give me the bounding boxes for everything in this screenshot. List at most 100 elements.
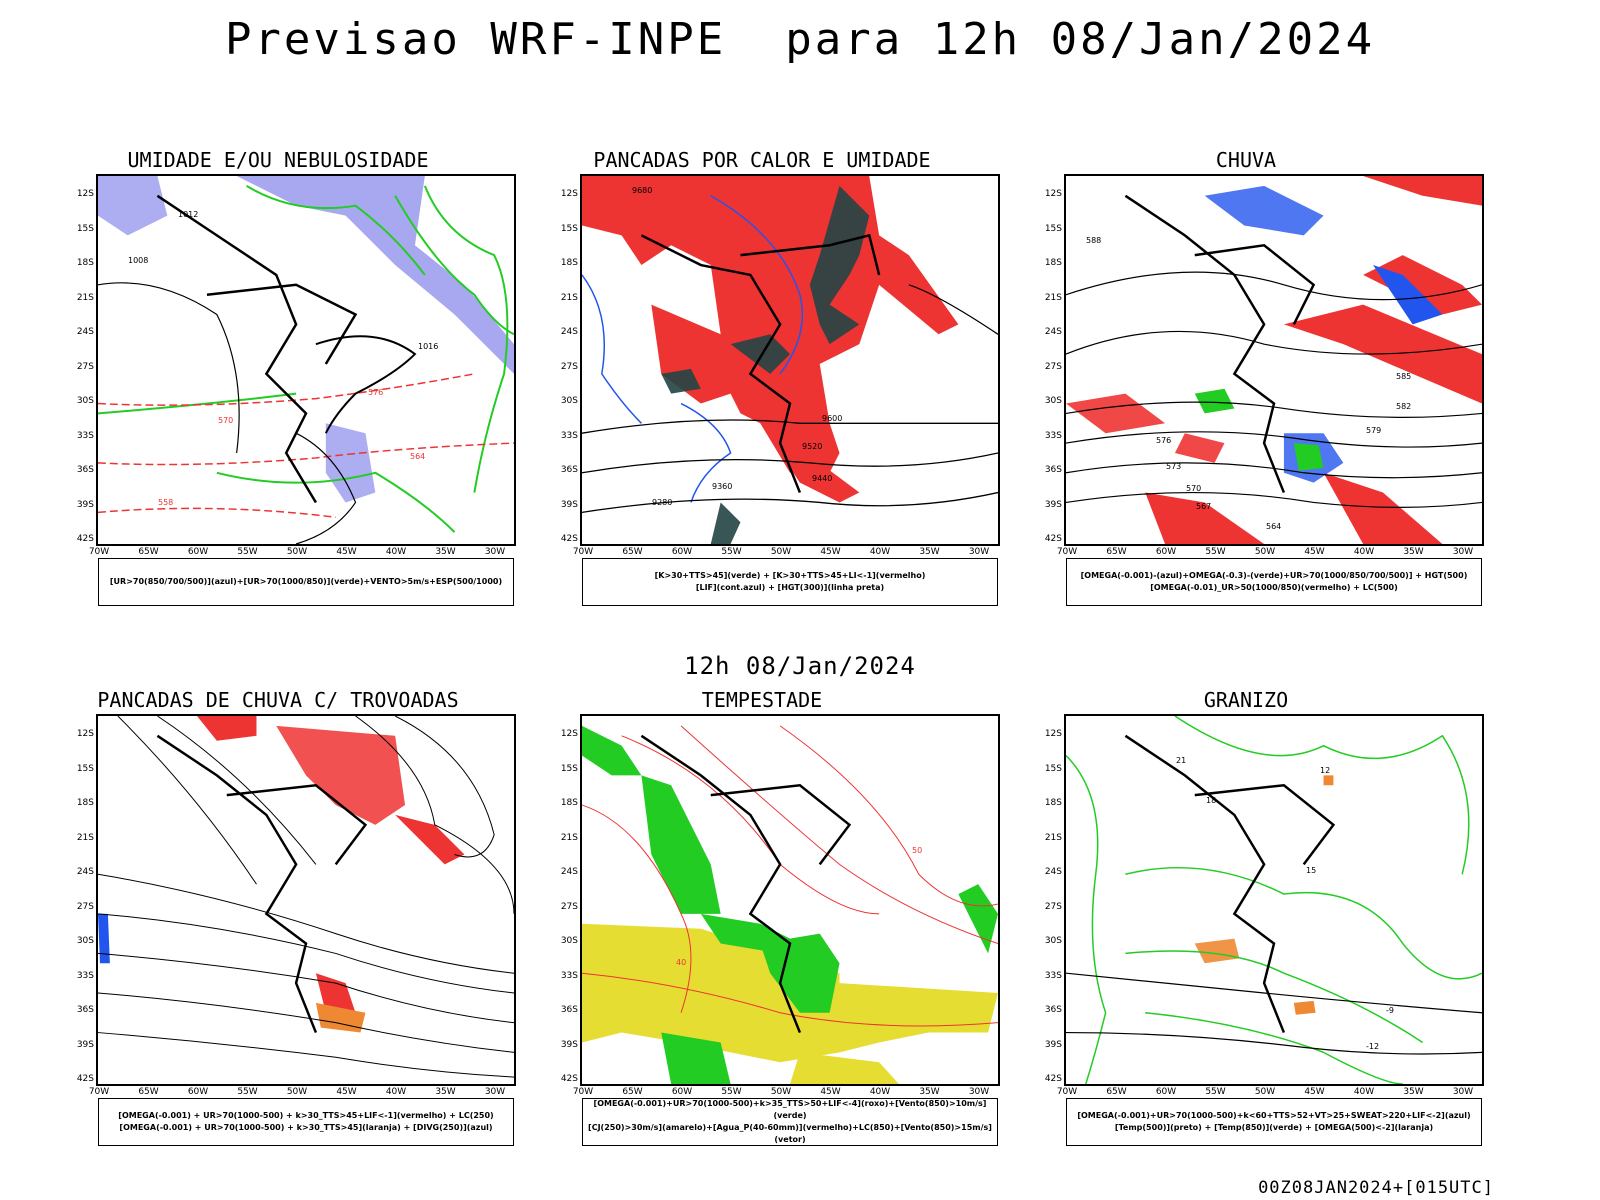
temp-850-contour	[1145, 1012, 1403, 1084]
border-line	[206, 283, 358, 365]
lat-tick-label: 33S	[76, 970, 94, 981]
map-canvas	[582, 725, 998, 1084]
lif-contour	[582, 274, 642, 424]
divergence-region	[98, 913, 110, 964]
lon-tick-label: 30W	[1452, 547, 1474, 557]
lon-tick-label: 60W	[671, 547, 693, 557]
run-stamp: 00Z08JAN2024+[015UTC]	[1258, 1178, 1494, 1198]
contour-label: 558	[158, 498, 174, 507]
legend-box: [OMEGA(-0.001)-(azul)+OMEGA(-0.3)-(verde…	[1066, 558, 1482, 606]
border-line	[640, 234, 802, 494]
lon-tick-label: 50W	[1254, 547, 1276, 557]
lat-tick-label: 27S	[76, 901, 94, 912]
legend-box: [K>30+TTS>45](verde) + [K>30+TTS>45+LI<-…	[582, 558, 998, 606]
map-tempestade[interactable]: 40 50	[580, 714, 1000, 1086]
lat-tick-label: 39S	[76, 1039, 94, 1050]
lat-tick-label: 24S	[76, 867, 94, 877]
streamline	[98, 952, 514, 1024]
contour-label: 9440	[812, 474, 833, 483]
streamline	[394, 716, 495, 858]
lon-tick-label: 35W	[1403, 547, 1424, 557]
omega-strong-region	[1293, 443, 1324, 471]
map-granizo[interactable]: 12 15 18 21 -9 -12	[1064, 714, 1484, 1086]
lon-tick-label: 35W	[919, 1087, 940, 1097]
contour-label: 582	[1396, 402, 1412, 411]
water-contour	[582, 972, 998, 1027]
water-contour	[582, 804, 692, 1013]
map-canvas	[1066, 176, 1482, 544]
lat-tick-label: 24S	[1044, 867, 1062, 877]
lat-tick-label: 33S	[1044, 430, 1062, 441]
lon-tick-label: 70W	[88, 1087, 110, 1097]
map-chuva[interactable]: 588 585 582 579 576 573 570 567 564	[1064, 174, 1484, 546]
panel-title: PANCADAS DE CHUVA C/ TROVOADAS	[97, 688, 459, 712]
lat-tick-label: 27S	[76, 361, 94, 372]
panel-pancadas-calor: PANCADAS POR CALOR E UMIDADE 9680 9600 9…	[532, 148, 1000, 648]
contour-label: 564	[1266, 522, 1282, 531]
lon-tick-label: 65W	[1106, 547, 1127, 557]
omega-500-region	[1194, 938, 1240, 964]
lon-tick-label: 60W	[1155, 1087, 1177, 1097]
hgt-contour	[908, 284, 998, 335]
lat-tick-label: 33S	[1044, 970, 1062, 981]
rain-region	[1066, 393, 1225, 463]
lat-tick-label: 21S	[76, 832, 94, 843]
humidity-low-contour	[98, 392, 297, 415]
lat-tick-label: 12S	[76, 189, 94, 199]
legend-line: [OMEGA(-0.001) + UR>70(1000-500) + k>30_…	[119, 1123, 493, 1132]
streamline	[98, 1032, 514, 1078]
map-pancadas-trovoadas[interactable]	[96, 714, 516, 1086]
map-umidade[interactable]: 1012 1016 1008 576 570 564 558	[96, 174, 516, 546]
wind-region	[582, 725, 642, 776]
streamline	[98, 873, 514, 974]
rain-region	[1363, 255, 1482, 315]
legend-line: [OMEGA(-0.001) + UR>70(1000-500) + k>30_…	[118, 1111, 494, 1120]
lat-tick-label: 36S	[76, 465, 94, 475]
main-title: Previsao WRF-INPE para 12h 08/Jan/2024	[224, 14, 1376, 65]
lat-tick-label: 24S	[1044, 327, 1062, 337]
contour-label: 567	[1196, 502, 1212, 511]
lon-tick-label: 55W	[237, 1087, 258, 1097]
legend-line: [OMEGA(-0.01)_UR>50(1000/850)(vermelho) …	[1150, 583, 1398, 592]
contour-label: 9360	[712, 482, 733, 491]
humidity-upper-region-south	[325, 423, 376, 503]
map-pancadas-calor[interactable]: 9680 9600 9520 9440 9360 9280	[580, 174, 1000, 546]
panel-pancadas-trovoadas: PANCADAS DE CHUVA C/ TROVOADAS [OMEGA(-0…	[48, 688, 516, 1188]
lon-tick-label: 35W	[435, 1087, 456, 1097]
lon-tick-label: 55W	[721, 1087, 742, 1097]
storm-region	[276, 725, 406, 825]
lat-tick-label: 42S	[76, 1074, 94, 1084]
lat-tick-label: 21S	[1044, 292, 1062, 303]
storm-region-moderate	[315, 1002, 366, 1033]
wind-region	[661, 1032, 731, 1084]
legend-line: [Temp(500)](preto) + [Temp(850)](verde) …	[1114, 1123, 1434, 1132]
hgt-contour	[1066, 271, 1482, 301]
lon-tick-label: 35W	[1403, 1087, 1424, 1097]
legend-line: [OMEGA(-0.001)+UR>70(1000-500)+k>35_TTS>…	[593, 1099, 987, 1120]
temp-850-contour	[1066, 755, 1107, 1084]
lat-tick-label: 24S	[560, 867, 578, 877]
jet-region	[790, 1052, 899, 1084]
contour-label: 576	[1156, 436, 1172, 445]
lif-contour	[680, 402, 732, 503]
hgt-contour	[582, 491, 998, 513]
contour-label: 9680	[632, 186, 653, 195]
border-line	[156, 194, 317, 504]
legend-line: [CJ(250)>30m/s](amarelo)+[Agua_P(40-60mm…	[588, 1123, 992, 1144]
panel-title: PANCADAS POR CALOR E UMIDADE	[593, 148, 931, 172]
humidity-low-contour	[423, 185, 509, 493]
temp-850-contour	[1125, 866, 1482, 980]
legend-line: [UR>70(850/700/500)](azul)+[UR>70(1000/8…	[109, 577, 503, 586]
panel-chuva: CHUVA 588 585 582 579 576 573	[1016, 148, 1484, 648]
storm-region	[197, 716, 257, 741]
lat-tick-label: 15S	[76, 763, 94, 774]
lat-tick-label: 42S	[560, 534, 578, 544]
panel-title: GRANIZO	[1203, 688, 1289, 712]
contour-label: 9520	[802, 442, 823, 451]
hgt-contour	[582, 452, 998, 474]
lat-tick-label: 12S	[1044, 189, 1062, 199]
thickness-contour	[98, 442, 514, 466]
contour-label: -9	[1386, 1006, 1394, 1015]
instability-region	[582, 176, 959, 473]
lat-tick-label: 36S	[76, 1005, 94, 1015]
